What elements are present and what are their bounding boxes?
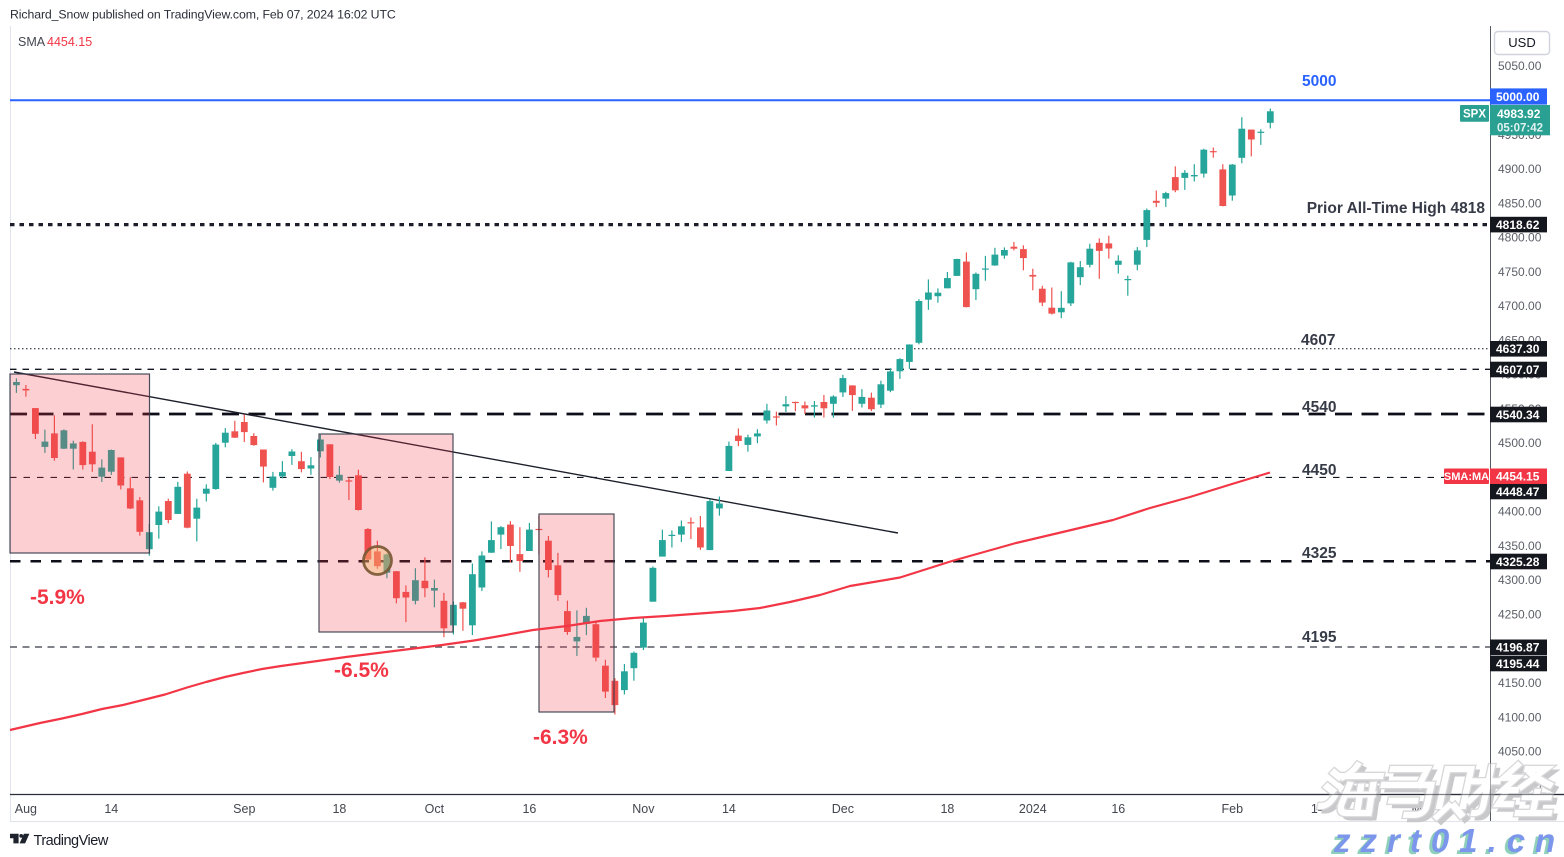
svg-text:4325.28: 4325.28 <box>1496 555 1540 569</box>
svg-text:14: 14 <box>104 802 118 816</box>
svg-text:05:07:42: 05:07:42 <box>1497 123 1543 135</box>
svg-text:4454.15: 4454.15 <box>47 35 92 49</box>
svg-text:4195.44: 4195.44 <box>1496 657 1540 671</box>
svg-text:SPX: SPX <box>1463 109 1486 121</box>
svg-text:SMA: SMA <box>18 35 46 49</box>
svg-text:Sep: Sep <box>233 802 255 816</box>
svg-text:4850.00: 4850.00 <box>1498 196 1542 210</box>
svg-text:16: 16 <box>522 802 536 816</box>
svg-text:Richard_Snow published on Trad: Richard_Snow published on TradingView.co… <box>10 8 396 22</box>
svg-text:4325: 4325 <box>1302 545 1337 562</box>
svg-text:TradingView: TradingView <box>34 833 109 849</box>
svg-text:4300.00: 4300.00 <box>1498 573 1542 587</box>
svg-text:Feb: Feb <box>1222 802 1244 816</box>
svg-text:4150.00: 4150.00 <box>1498 676 1542 690</box>
svg-text:14: 14 <box>722 802 736 816</box>
svg-text:4607.07: 4607.07 <box>1496 363 1540 377</box>
svg-text:4540.34: 4540.34 <box>1496 408 1540 422</box>
svg-text:Oct: Oct <box>425 802 445 816</box>
svg-text:2024: 2024 <box>1019 802 1047 816</box>
svg-text:4400.00: 4400.00 <box>1498 505 1542 519</box>
svg-text:5000: 5000 <box>1302 73 1336 90</box>
svg-text:5050.00: 5050.00 <box>1498 59 1542 73</box>
svg-text:5000.00: 5000.00 <box>1496 90 1540 104</box>
svg-text:4454.15: 4454.15 <box>1496 469 1540 483</box>
svg-text:4607: 4607 <box>1301 332 1335 349</box>
svg-text:-6.3%: -6.3% <box>533 726 588 749</box>
svg-text:4050.00: 4050.00 <box>1498 745 1542 759</box>
svg-text:zzrt01.cn: zzrt01.cn <box>1333 822 1564 857</box>
svg-text:SMA:MA: SMA:MA <box>1444 471 1489 483</box>
svg-text:4750.00: 4750.00 <box>1498 265 1542 279</box>
svg-text:Dec: Dec <box>832 802 854 816</box>
svg-text:-5.9%: -5.9% <box>30 586 85 609</box>
svg-text:18: 18 <box>940 802 954 816</box>
svg-text:4500.00: 4500.00 <box>1498 436 1542 450</box>
svg-text:4196.87: 4196.87 <box>1496 641 1540 655</box>
svg-text:Prior All-Time High 4818: Prior All-Time High 4818 <box>1307 200 1486 217</box>
svg-text:zzrt01.cn: zzrt01.cn <box>1330 824 1562 857</box>
svg-text:4450: 4450 <box>1302 462 1336 479</box>
svg-text:4540: 4540 <box>1302 399 1336 416</box>
svg-text:4900.00: 4900.00 <box>1498 162 1542 176</box>
svg-text:Nov: Nov <box>632 802 655 816</box>
svg-text:USD: USD <box>1508 35 1535 50</box>
svg-text:4700.00: 4700.00 <box>1498 299 1542 313</box>
svg-text:-6.5%: -6.5% <box>334 659 389 682</box>
svg-text:16: 16 <box>1111 802 1125 816</box>
svg-text:4800.00: 4800.00 <box>1498 231 1542 245</box>
svg-text:4637.30: 4637.30 <box>1496 342 1540 356</box>
svg-text:4448.47: 4448.47 <box>1496 485 1540 499</box>
svg-text:4250.00: 4250.00 <box>1498 608 1542 622</box>
svg-text:Aug: Aug <box>15 802 37 816</box>
svg-text:4818.62: 4818.62 <box>1496 218 1540 232</box>
svg-text:4100.00: 4100.00 <box>1498 710 1542 724</box>
svg-text:4983.92: 4983.92 <box>1497 107 1541 121</box>
svg-text:4195: 4195 <box>1302 629 1337 646</box>
svg-text:18: 18 <box>332 802 346 816</box>
svg-text:4350.00: 4350.00 <box>1498 539 1542 553</box>
